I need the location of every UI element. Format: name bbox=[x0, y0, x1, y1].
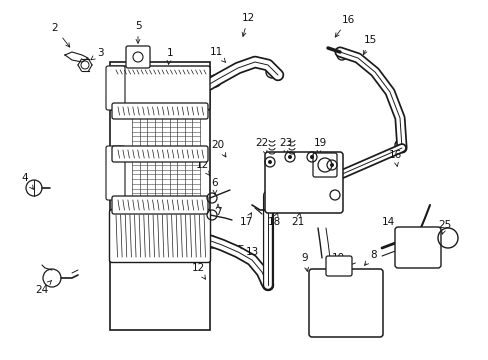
FancyBboxPatch shape bbox=[106, 66, 125, 110]
Text: 17: 17 bbox=[239, 213, 252, 227]
Circle shape bbox=[309, 155, 313, 159]
Text: 16: 16 bbox=[335, 15, 354, 37]
Bar bbox=[110, 62, 209, 330]
Circle shape bbox=[339, 53, 343, 57]
Text: 24: 24 bbox=[35, 280, 52, 295]
Text: 3: 3 bbox=[91, 48, 103, 60]
Text: 14: 14 bbox=[381, 217, 399, 233]
Text: 5: 5 bbox=[134, 21, 141, 43]
Text: 22: 22 bbox=[255, 138, 268, 154]
Text: 2: 2 bbox=[52, 23, 70, 47]
Circle shape bbox=[397, 143, 401, 147]
Text: 1: 1 bbox=[166, 48, 173, 64]
Text: 19: 19 bbox=[313, 138, 326, 154]
Circle shape bbox=[267, 160, 271, 164]
Text: 18: 18 bbox=[267, 213, 280, 227]
FancyBboxPatch shape bbox=[308, 269, 382, 337]
Text: 8: 8 bbox=[364, 250, 377, 265]
Text: 20: 20 bbox=[211, 140, 225, 157]
FancyBboxPatch shape bbox=[112, 146, 207, 162]
Text: 6: 6 bbox=[211, 178, 218, 194]
Text: 15: 15 bbox=[363, 35, 376, 55]
Circle shape bbox=[264, 280, 267, 284]
Text: 12: 12 bbox=[191, 263, 205, 279]
FancyBboxPatch shape bbox=[394, 227, 440, 268]
Circle shape bbox=[269, 70, 273, 74]
Text: 12: 12 bbox=[195, 160, 209, 175]
Circle shape bbox=[287, 155, 291, 159]
FancyBboxPatch shape bbox=[264, 152, 342, 213]
FancyBboxPatch shape bbox=[109, 210, 210, 262]
Polygon shape bbox=[65, 52, 88, 62]
Text: 11: 11 bbox=[209, 47, 225, 62]
Text: 16: 16 bbox=[387, 150, 401, 166]
FancyBboxPatch shape bbox=[106, 146, 125, 200]
Text: 13: 13 bbox=[238, 246, 258, 257]
Text: 25: 25 bbox=[437, 220, 451, 234]
FancyBboxPatch shape bbox=[312, 153, 336, 177]
Circle shape bbox=[329, 163, 333, 167]
FancyBboxPatch shape bbox=[325, 256, 351, 276]
Text: 26: 26 bbox=[328, 197, 341, 207]
Text: 9: 9 bbox=[301, 253, 308, 271]
Circle shape bbox=[213, 79, 217, 83]
FancyBboxPatch shape bbox=[112, 103, 207, 119]
Circle shape bbox=[209, 240, 214, 244]
Text: 23: 23 bbox=[279, 138, 292, 154]
FancyBboxPatch shape bbox=[126, 46, 150, 68]
Text: 12: 12 bbox=[241, 13, 254, 36]
Text: 21: 21 bbox=[291, 213, 304, 227]
Text: 10: 10 bbox=[331, 253, 344, 271]
FancyBboxPatch shape bbox=[112, 196, 207, 214]
FancyBboxPatch shape bbox=[110, 66, 209, 110]
Text: 7: 7 bbox=[214, 204, 221, 217]
Text: 4: 4 bbox=[21, 173, 33, 189]
